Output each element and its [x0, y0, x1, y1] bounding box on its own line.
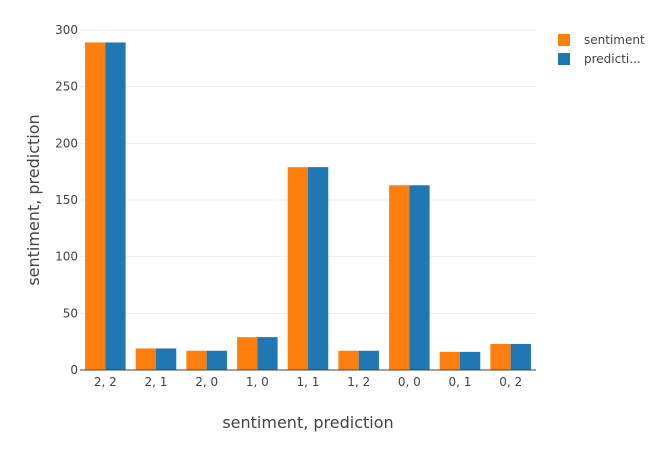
bar-sentiment-7[interactable]	[439, 351, 460, 370]
x-tick-label: 2, 2	[94, 375, 117, 389]
x-tick-label: 0, 2	[499, 375, 522, 389]
legend-item[interactable]: predicti...	[558, 52, 641, 66]
bar-predicti-0[interactable]	[105, 42, 126, 370]
x-tick-label: 1, 1	[297, 375, 320, 389]
bar-predicti-5[interactable]	[358, 350, 379, 370]
y-axis-title: sentiment, prediction	[24, 114, 43, 285]
x-tick-label: 1, 0	[246, 375, 269, 389]
bar-sentiment-8[interactable]	[490, 343, 511, 370]
legend-label: sentiment	[584, 33, 645, 47]
bar-sentiment-0[interactable]	[85, 42, 106, 370]
x-axis-ticks: 2, 2 2, 1 2, 0 1, 0 1, 1 1, 2 0, 0 0, 1 0, 2	[94, 375, 522, 389]
bar-predicti-1[interactable]	[156, 348, 177, 370]
bar-sentiment-2[interactable]	[186, 350, 207, 370]
x-axis-title: sentiment, prediction	[222, 413, 393, 432]
bar-sentiment-6[interactable]	[389, 185, 410, 370]
x-tick-label: 0, 1	[449, 375, 472, 389]
x-tick-label: 2, 1	[145, 375, 168, 389]
y-tick-label: 200	[55, 136, 78, 150]
bar-sentiment-3[interactable]	[237, 337, 258, 370]
bar-predicti-6[interactable]	[409, 185, 430, 370]
legend-item[interactable]: sentiment	[558, 33, 645, 47]
x-tick-label: 1, 2	[347, 375, 370, 389]
bar-predicti-7[interactable]	[460, 351, 481, 370]
legend[interactable]: sentiment predicti...	[558, 33, 645, 66]
y-tick-label: 150	[55, 193, 78, 207]
y-tick-label: 0	[70, 363, 78, 377]
legend-label: predicti...	[584, 52, 641, 66]
y-tick-label: 100	[55, 250, 78, 264]
bar-group	[85, 42, 531, 370]
bar-predicti-2[interactable]	[206, 350, 227, 370]
x-tick-label: 0, 0	[398, 375, 421, 389]
bar-sentiment-1[interactable]	[135, 348, 156, 370]
y-tick-label: 50	[63, 306, 78, 320]
y-axis-ticks: 0 50 100 150 200 250 300	[55, 23, 78, 377]
y-tick-label: 300	[55, 23, 78, 37]
bar-predicti-3[interactable]	[257, 337, 278, 370]
bar-sentiment-5[interactable]	[338, 350, 359, 370]
bar-predicti-8[interactable]	[510, 343, 531, 370]
bar-sentiment-4[interactable]	[287, 167, 308, 370]
legend-swatch	[558, 34, 570, 46]
legend-swatch	[558, 53, 570, 65]
bar-predicti-4[interactable]	[308, 167, 329, 370]
y-tick-label: 250	[55, 80, 78, 94]
x-tick-label: 2, 0	[195, 375, 218, 389]
